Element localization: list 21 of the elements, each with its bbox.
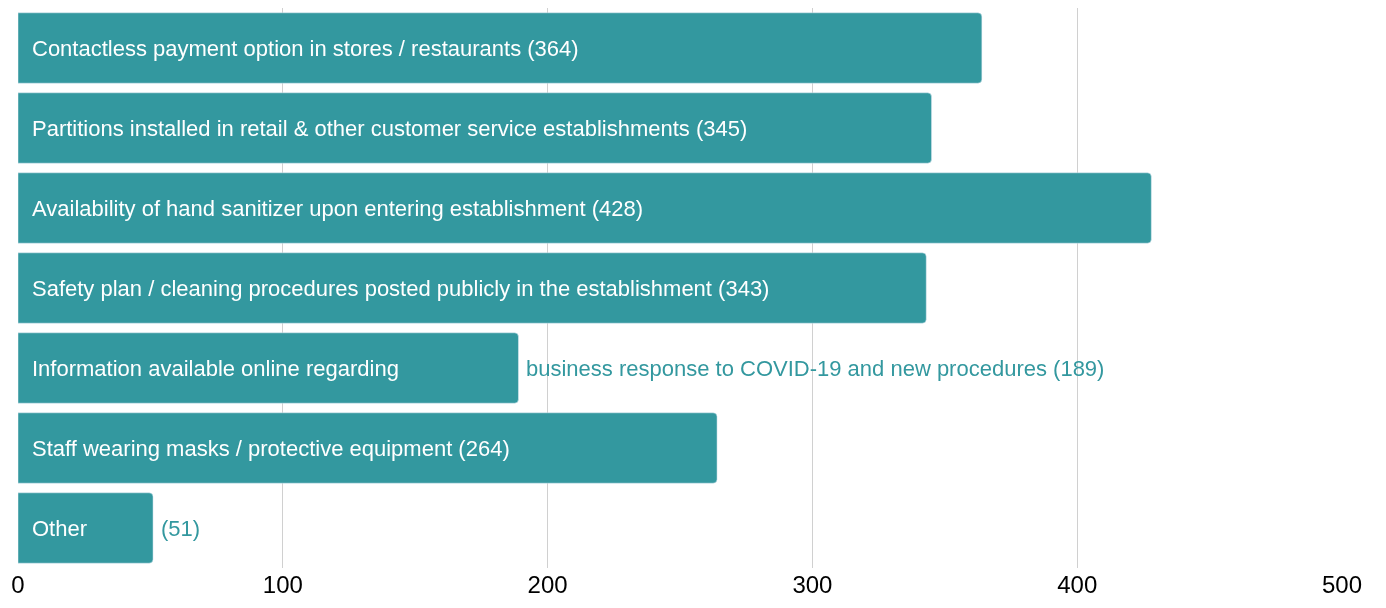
category-label: Availability of hand sanitizer upon entering establishment (428) [32, 196, 644, 221]
x-tick-label: 200 [527, 571, 568, 598]
y-tick-label: Other [32, 516, 88, 541]
category-label: Information available online regarding business response to COVID-19 and new procedures (189) [32, 356, 1105, 381]
category-label: Staff wearing masks / protective equipment (264) [32, 436, 510, 461]
category-label: Safety plan / cleaning procedures posted publicly in the establishment (343) [32, 276, 770, 301]
x-tick-label: 300 [792, 571, 833, 598]
bar [18, 172, 1152, 244]
x-tick-label: 0 [11, 571, 25, 598]
bar [18, 252, 927, 324]
category-label: Contactless payment option in stores / restaurants (364) [32, 36, 579, 61]
bar [18, 332, 519, 404]
x-tick-label: 400 [1057, 571, 1098, 598]
bar [18, 12, 983, 84]
category-label: Partitions installed in retail & other customer service establishments (345) [32, 116, 748, 141]
x-tick-label: 100 [262, 571, 303, 598]
bar [18, 412, 718, 484]
bar [18, 92, 932, 164]
data-label: (51) [161, 516, 201, 541]
x-tick-label: 500 [1321, 571, 1363, 598]
bar [18, 492, 154, 564]
